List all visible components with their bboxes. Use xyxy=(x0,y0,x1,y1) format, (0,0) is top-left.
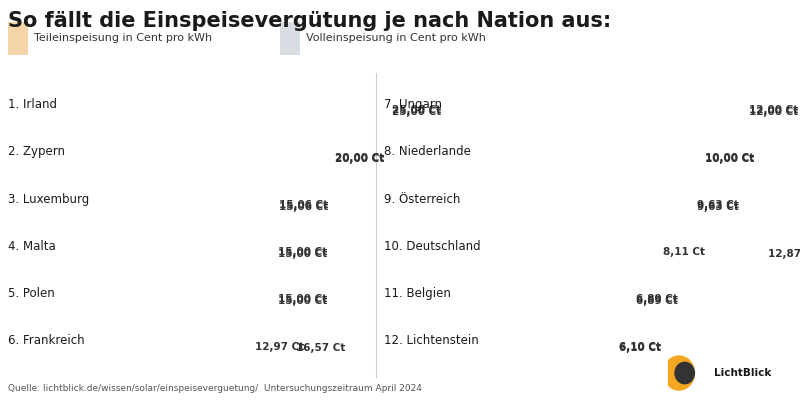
Text: 10. Deutschland: 10. Deutschland xyxy=(384,240,481,253)
Text: LichtBlick: LichtBlick xyxy=(714,368,771,378)
Text: 8. Niederlande: 8. Niederlande xyxy=(384,145,471,158)
Text: 6,10 Ct: 6,10 Ct xyxy=(618,341,661,352)
Text: Teileinspeisung in Cent pro kWh: Teileinspeisung in Cent pro kWh xyxy=(34,33,213,43)
Text: 16,57 Ct: 16,57 Ct xyxy=(296,343,346,354)
Text: Volleinspeisung in Cent pro kWh: Volleinspeisung in Cent pro kWh xyxy=(306,33,486,43)
Text: 15,00 Ct: 15,00 Ct xyxy=(278,296,328,306)
Text: 11. Belgien: 11. Belgien xyxy=(384,287,451,300)
Text: 1. Irland: 1. Irland xyxy=(8,98,57,111)
Text: 5. Polen: 5. Polen xyxy=(8,287,54,300)
Text: 6,89 Ct: 6,89 Ct xyxy=(636,296,678,306)
Text: 15,00 Ct: 15,00 Ct xyxy=(278,247,328,257)
Text: 15,00 Ct: 15,00 Ct xyxy=(278,294,328,304)
Text: 12,00 Ct: 12,00 Ct xyxy=(749,107,798,117)
Text: 20,00 Ct: 20,00 Ct xyxy=(335,154,385,164)
Text: 4. Malta: 4. Malta xyxy=(8,240,56,253)
Text: 6. Frankreich: 6. Frankreich xyxy=(8,335,85,347)
Text: Quelle: lichtblick.de/wissen/solar/einspeiseverguetung/  Untersuchungszeitraum A: Quelle: lichtblick.de/wissen/solar/einsp… xyxy=(8,384,422,393)
Text: 6,89 Ct: 6,89 Ct xyxy=(636,294,678,304)
Text: 12,87 Ct: 12,87 Ct xyxy=(768,249,800,259)
Text: 9. Österreich: 9. Österreich xyxy=(384,193,460,206)
Text: 2. Zypern: 2. Zypern xyxy=(8,145,65,158)
Text: 10,00 Ct: 10,00 Ct xyxy=(705,154,754,164)
Text: 8,11 Ct: 8,11 Ct xyxy=(663,247,705,257)
Text: 7. Ungarn: 7. Ungarn xyxy=(384,98,442,111)
Circle shape xyxy=(664,356,694,390)
Text: 15,06 Ct: 15,06 Ct xyxy=(279,200,328,210)
Text: 3. Luxemburg: 3. Luxemburg xyxy=(8,193,90,206)
Text: 20,00 Ct: 20,00 Ct xyxy=(335,153,385,162)
Text: 12,00 Ct: 12,00 Ct xyxy=(749,105,798,115)
FancyBboxPatch shape xyxy=(280,22,300,55)
Text: 25,00 Ct: 25,00 Ct xyxy=(392,105,442,115)
Text: 15,00 Ct: 15,00 Ct xyxy=(278,249,328,259)
Text: 12. Lichtenstein: 12. Lichtenstein xyxy=(384,335,478,347)
Text: 6,10 Ct: 6,10 Ct xyxy=(618,343,661,354)
Text: 9,63 Ct: 9,63 Ct xyxy=(697,200,738,210)
FancyBboxPatch shape xyxy=(8,22,28,55)
Circle shape xyxy=(675,362,694,384)
Text: 10,00 Ct: 10,00 Ct xyxy=(705,153,754,162)
Text: 25,00 Ct: 25,00 Ct xyxy=(392,107,442,117)
Text: 12,97 Ct: 12,97 Ct xyxy=(255,341,305,352)
Text: 9,63 Ct: 9,63 Ct xyxy=(697,202,738,212)
Text: 15,06 Ct: 15,06 Ct xyxy=(279,202,328,212)
Text: So fällt die Einspeisevergütung je nach Nation aus:: So fällt die Einspeisevergütung je nach … xyxy=(8,11,611,31)
